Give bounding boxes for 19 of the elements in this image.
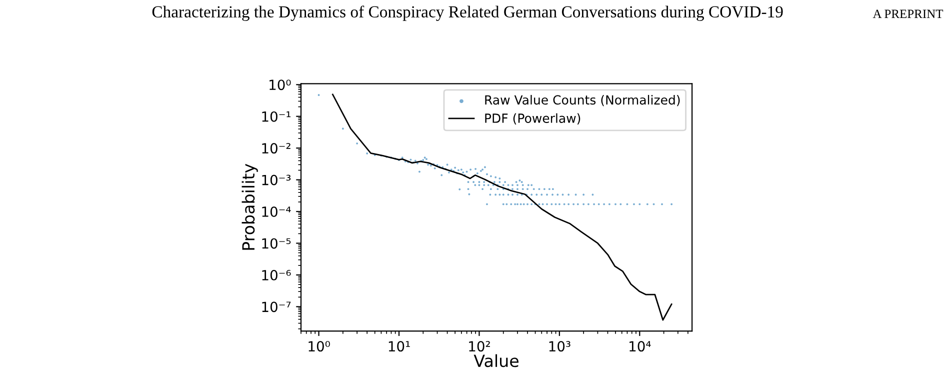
x-tick-label: 10¹ (388, 341, 410, 352)
y-tick-label: 10⁻² (262, 143, 290, 154)
x-tick-label: 10⁴ (630, 341, 651, 352)
y-tick-label: 10⁻¹ (262, 111, 291, 122)
x-tick-label: 10³ (549, 341, 570, 352)
chart-title: Characterizing the Dynamics of Conspiracy Related German Conversations during COVID-19 (152, 6, 783, 21)
y-tick-label: 10⁻³ (262, 174, 291, 186)
text: A PREPRINT (872, 10, 944, 18)
x-axis-title: Value (474, 354, 519, 368)
y-tick-label: 10⁻⁵ (262, 238, 291, 249)
legend-label: PDF (Powerlaw) (485, 113, 580, 124)
y-tick-label: 10⁻⁴ (262, 206, 291, 217)
y-tick-label: 10⁰ (270, 80, 291, 90)
y-tick-label: 10⁻⁷ (262, 302, 291, 312)
x-tick-label: 10² (469, 341, 490, 352)
legend-label: Raw Value Counts (Normalized) (485, 94, 680, 106)
y-axis-title: Probability (242, 164, 258, 250)
y-tick-label: 10⁻⁶ (262, 270, 291, 280)
x-tick-label: 10⁰ (308, 341, 330, 352)
